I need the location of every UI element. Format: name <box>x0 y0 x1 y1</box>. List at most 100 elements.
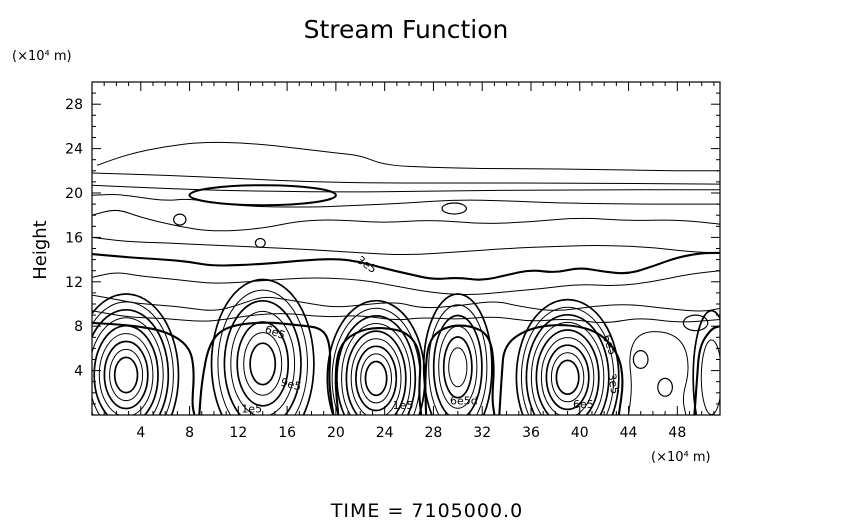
vortex-1-ring-6 <box>249 342 277 386</box>
vortex-3-ring-2 <box>432 314 483 415</box>
contour-label-0: 3e5 <box>354 253 378 276</box>
x-tick-label-4: 20 <box>327 425 345 441</box>
y-tick-label-5: 24 <box>65 142 83 158</box>
vortex-0-ring-2 <box>92 308 170 415</box>
contour-line-1 <box>92 172 720 185</box>
vortex-3-ring-4 <box>442 336 473 399</box>
contour-label-3: 1e5 <box>241 402 262 415</box>
vortex-0-ring-0 <box>92 293 180 415</box>
vortex-0-ring-6 <box>103 340 149 410</box>
contour-label-4: 1e5 <box>393 399 414 412</box>
vortex-3-ring-3 <box>438 325 478 409</box>
x-tick-label-8: 36 <box>522 425 540 441</box>
vortex-4-ring-2 <box>525 313 610 415</box>
contour-label-8: 6e5 <box>573 398 594 411</box>
vortex-2 <box>326 299 426 415</box>
contour-label-5: 6e5d <box>450 395 478 408</box>
contour-line-3 <box>92 194 720 208</box>
contour-cell-0 <box>188 184 337 207</box>
vortex-1-ring-0 <box>210 278 315 415</box>
vortex-1-ring-4 <box>236 321 290 407</box>
vortex-0-ring-4 <box>93 324 159 415</box>
contour-line-15 <box>628 331 689 415</box>
contour-cell-4 <box>632 350 649 370</box>
vortex-0-ring-7 <box>109 348 144 402</box>
vortex-0-ring-1 <box>92 301 174 415</box>
contour-line-7 <box>92 270 720 295</box>
x-tick-label-0: 4 <box>136 425 145 441</box>
contour-line-6 <box>92 251 720 281</box>
y-tick-label-6: 28 <box>65 97 83 113</box>
vortex-1 <box>210 278 315 415</box>
vortex-3-ring-1 <box>428 304 488 415</box>
time-label: TIME = 7105000.0 <box>330 500 523 519</box>
chart-title: Stream Function <box>304 15 509 44</box>
vortex-4-ring-8 <box>555 359 580 396</box>
y-tick-label-3: 16 <box>65 230 83 246</box>
contour-label-1: 6e5 <box>263 323 287 342</box>
vortex-3 <box>422 293 493 415</box>
vortex-0-ring-8 <box>113 356 139 394</box>
x-tick-label-6: 28 <box>425 425 443 441</box>
contour-line-4 <box>92 209 720 232</box>
x-axis-unit: (×10⁴ m) <box>651 450 711 465</box>
x-tick-label-2: 12 <box>229 425 247 441</box>
vortex-3-ring-0 <box>422 293 493 415</box>
x-tick-label-5: 24 <box>376 425 394 441</box>
vortex-2-ring-4 <box>345 330 407 415</box>
vortex-2-ring-1 <box>331 307 421 415</box>
vortex-4-ring-7 <box>550 352 585 403</box>
contour-label-7: 3e5 <box>605 372 621 395</box>
vortex-2-ring-5 <box>350 338 402 415</box>
vortex-2-ring-6 <box>355 345 398 412</box>
vortex-2-ring-3 <box>341 323 412 415</box>
contour-line-5 <box>92 236 720 256</box>
contour-line-2 <box>92 184 720 193</box>
x-tick-label-7: 32 <box>473 425 491 441</box>
vortex-4-ring-5 <box>540 337 595 415</box>
vortex-4-ring-4 <box>535 329 600 415</box>
vortex-1-ring-1 <box>217 289 308 415</box>
y-tick-label-1: 8 <box>74 319 83 335</box>
y-tick-label-0: 4 <box>74 364 83 380</box>
vortex-2-ring-7 <box>360 353 393 404</box>
contour-line-14 <box>498 324 624 415</box>
contour-line-10 <box>92 321 196 415</box>
contour-line-0 <box>96 141 720 172</box>
vortex-1-ring-2 <box>223 299 302 415</box>
contour-label-6: 6e5 <box>600 333 619 357</box>
vortex-1-ring-3 <box>230 310 296 415</box>
plot-area <box>92 141 720 415</box>
contour-cell-2 <box>254 237 266 248</box>
vortex-0-ring-3 <box>92 317 164 415</box>
x-tick-label-9: 40 <box>571 425 589 441</box>
contour-cell-6 <box>682 314 709 332</box>
contour-label-2: 9e5 <box>279 376 302 394</box>
y-tick-label-2: 12 <box>65 275 83 291</box>
x-tick-label-11: 48 <box>668 425 686 441</box>
vortex-0-ring-5 <box>98 333 154 415</box>
contour-cell-1 <box>441 202 467 215</box>
x-tick-label-1: 8 <box>185 425 194 441</box>
y-axis-unit: (×10⁴ m) <box>12 49 72 64</box>
x-tick-label-10: 44 <box>620 425 638 441</box>
y-tick-label-4: 20 <box>65 186 83 202</box>
contour-line-12 <box>334 327 423 415</box>
vortex-0 <box>92 293 180 415</box>
vortex-4 <box>515 298 620 415</box>
vortex-2-ring-8 <box>364 360 388 397</box>
contour-cell-5 <box>657 377 673 397</box>
vortex-5-ring-0 <box>692 309 720 415</box>
vortex-4-ring-0 <box>515 298 620 415</box>
contour-cell-3 <box>173 213 187 226</box>
vortex-3-ring-5 <box>448 347 468 388</box>
vortex-2-ring-2 <box>336 315 417 415</box>
vortex-1-ring-5 <box>243 332 283 396</box>
vortex-4-ring-6 <box>545 344 590 411</box>
contour-line-8 <box>92 294 720 312</box>
y-axis-label: Height <box>30 220 51 280</box>
vortex-4-ring-1 <box>520 306 615 415</box>
